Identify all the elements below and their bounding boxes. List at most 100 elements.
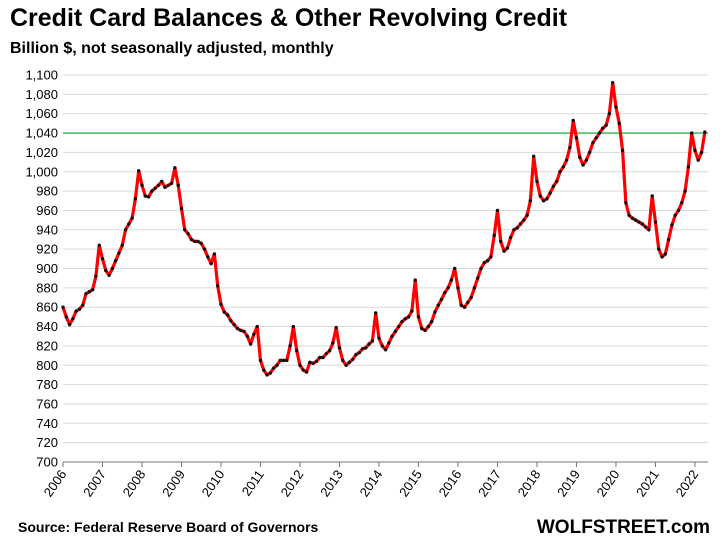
data-point [495, 208, 500, 213]
data-point [248, 342, 253, 346]
data-point [337, 346, 342, 350]
data-point [166, 183, 171, 187]
y-tick-label: 860 [36, 300, 58, 315]
data-point [443, 290, 447, 295]
data-point [446, 286, 450, 290]
x-tick-label: 2013 [317, 467, 346, 499]
y-tick-label: 740 [36, 416, 58, 431]
data-point [219, 302, 223, 306]
x-tick-label: 2017 [475, 467, 504, 499]
y-tick-label: 840 [36, 319, 58, 334]
data-point [288, 344, 292, 348]
data-point [551, 184, 556, 188]
data-point [522, 218, 526, 222]
data-point [624, 201, 628, 205]
x-tick-label: 2010 [199, 467, 228, 499]
brand-logo-text: WOLFSTREET.com [536, 517, 710, 538]
data-point [594, 136, 598, 140]
y-tick-label: 920 [36, 242, 58, 257]
data-point [604, 123, 608, 128]
data-point [334, 325, 338, 330]
data-point [683, 189, 687, 193]
data-point [327, 349, 332, 353]
data-point [163, 185, 167, 189]
data-point [673, 213, 677, 217]
data-point [640, 222, 645, 226]
data-point [199, 241, 203, 246]
data-point [107, 273, 111, 277]
data-point [508, 235, 513, 240]
data-point [643, 225, 648, 229]
data-point [206, 255, 210, 259]
data-point [670, 223, 674, 227]
data-point [538, 194, 542, 198]
chart-subtitle: Billion $, not seasonally adjusted, mont… [10, 40, 334, 57]
y-tick-label: 820 [36, 338, 58, 353]
data-point [202, 247, 207, 251]
data-point [653, 220, 658, 224]
data-point [143, 194, 147, 198]
data-point [130, 216, 134, 220]
data-point [222, 310, 226, 314]
data-point [696, 158, 700, 162]
data-point [318, 355, 322, 360]
data-point [255, 324, 259, 329]
data-point [278, 358, 282, 363]
data-point [397, 324, 401, 329]
data-point [212, 252, 217, 256]
data-point [153, 186, 157, 190]
data-point [176, 183, 180, 187]
data-point [433, 310, 437, 314]
data-point [71, 317, 75, 321]
data-point [574, 136, 579, 140]
y-tick-label: 1,060 [25, 106, 58, 121]
data-point [390, 334, 394, 338]
x-tick-label: 2008 [120, 467, 149, 499]
y-tick-label: 800 [36, 358, 58, 373]
data-point [666, 237, 671, 242]
data-point [564, 158, 569, 162]
data-point [558, 170, 562, 174]
data-point [324, 351, 329, 356]
data-point [341, 358, 345, 363]
y-tick-label: 700 [36, 455, 58, 470]
data-point [515, 226, 519, 230]
data-point [354, 352, 358, 357]
data-point [499, 239, 503, 244]
data-point [133, 197, 138, 201]
data-point [472, 286, 477, 290]
y-tick-label: 960 [36, 203, 58, 218]
data-point [400, 320, 404, 324]
y-tick-label: 1,020 [25, 145, 58, 160]
data-point [104, 268, 108, 273]
data-point [265, 373, 269, 377]
data-point [512, 228, 516, 232]
data-point [77, 307, 82, 311]
data-point [387, 341, 391, 345]
y-tick-label: 980 [36, 184, 58, 199]
data-point [61, 305, 65, 309]
data-point [331, 341, 335, 345]
data-point [689, 131, 694, 135]
data-point [614, 105, 618, 109]
data-point [113, 259, 118, 263]
data-point [555, 179, 559, 184]
data-point [453, 266, 457, 271]
data-point [94, 274, 98, 278]
data-point [545, 197, 549, 201]
data-point [660, 255, 664, 259]
data-point [466, 300, 470, 305]
data-point [699, 150, 704, 155]
data-point [693, 148, 697, 153]
data-point [469, 295, 473, 300]
data-point [225, 313, 230, 317]
data-point [393, 329, 398, 334]
data-point [476, 276, 480, 280]
data-point [189, 237, 194, 242]
data-point [301, 368, 305, 372]
x-tick-label: 2020 [594, 467, 623, 499]
data-point [304, 370, 309, 374]
data-point [637, 220, 641, 224]
y-tick-label: 1,040 [25, 126, 58, 141]
